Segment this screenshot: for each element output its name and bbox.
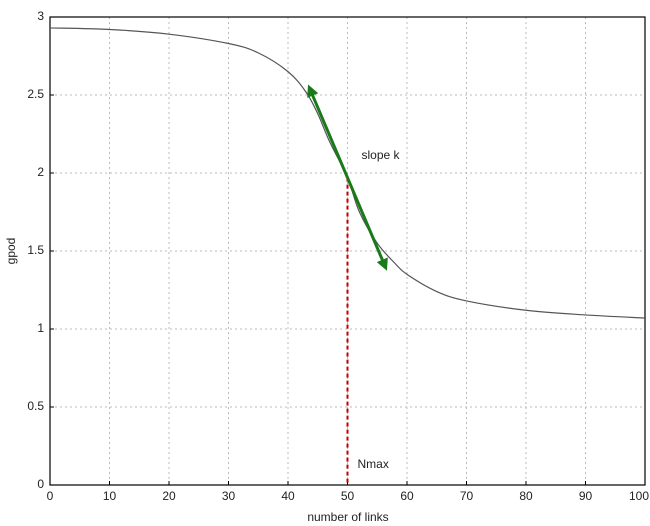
y-tick-label: 2.5 [27, 87, 44, 101]
y-tick-label: 1.5 [27, 243, 44, 257]
x-tick-label: 90 [579, 489, 593, 503]
x-tick-label: 30 [222, 489, 236, 503]
x-tick-label: 70 [460, 489, 474, 503]
y-tick-label: 3 [37, 9, 44, 23]
x-tick-label: 20 [162, 489, 176, 503]
y-tick-label: 2 [37, 165, 44, 179]
plot-frame [49, 16, 646, 486]
x-tick-label: 40 [281, 489, 295, 503]
x-tick-label: 60 [400, 489, 414, 503]
y-axis-label: gpod [4, 238, 18, 265]
y-tick-label: 0.5 [27, 399, 44, 413]
slope-arrow [307, 84, 388, 271]
y-tick-label: 1 [37, 321, 44, 335]
x-tick-label: 80 [519, 489, 533, 503]
x-tick-label: 10 [103, 489, 117, 503]
annotation: slope k [362, 148, 401, 162]
annotation: Nmax [358, 457, 389, 471]
x-tick-label: 100 [629, 489, 649, 503]
y-tick-label: 0 [37, 477, 44, 491]
x-axis-label: number of links [307, 510, 388, 524]
x-tick-label: 50 [341, 489, 355, 503]
x-tick-label: 0 [47, 489, 54, 503]
